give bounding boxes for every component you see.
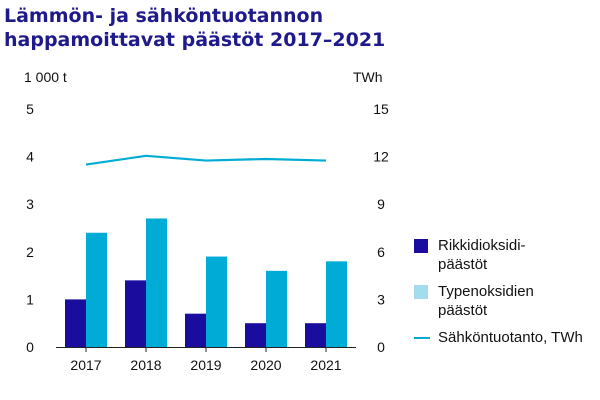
bar-nitrogen-oxides-2020 — [266, 270, 287, 347]
legend-label-sulfur-dioxide-1: Rikkidioksidi- — [438, 237, 526, 254]
right-axis-unit: TWh — [353, 69, 383, 85]
left-tick-label-4: 4 — [26, 149, 34, 165]
bar-nitrogen-oxides-2017 — [86, 232, 107, 347]
line-electricity-production — [85, 154, 327, 166]
legend-swatch-sulfur-dioxide — [414, 239, 428, 253]
chart-title-line-2: happamoittavat päästöt 2017–2021 — [4, 29, 386, 51]
left-tick-label-0: 0 — [26, 339, 34, 355]
right-tick-label-3: 9 — [377, 196, 385, 212]
legend-item-sulfur-dioxide: Rikkidioksidi- päästöt — [414, 236, 600, 274]
legend-swatch-nitrogen-oxides — [414, 285, 428, 299]
chart-title-line-1: Lämmön- ja sähköntuotannon — [4, 5, 324, 27]
bar-nitrogen-oxides-2021 — [326, 261, 347, 347]
legend-item-electricity-production: Sähköntuotanto, TWh — [414, 328, 600, 347]
legend-label-electricity-production: Sähköntuotanto, TWh — [438, 329, 583, 346]
left-tick-label-1: 1 — [26, 291, 34, 307]
right-tick-label-2: 6 — [377, 244, 385, 260]
bar-sulfur-dioxide-2020 — [245, 323, 266, 347]
x-tick-label-2019: 2019 — [190, 357, 221, 373]
right-tick-label-4: 12 — [373, 149, 389, 165]
right-tick-label-0: 0 — [377, 339, 385, 355]
left-tick-label-5: 5 — [26, 101, 34, 117]
legend-label-nitrogen-oxides-2: päästöt — [438, 302, 488, 319]
right-tick-label-1: 3 — [377, 291, 385, 307]
legend-swatch-electricity-production — [414, 337, 430, 339]
bar-sulfur-dioxide-2017 — [65, 299, 86, 347]
left-tick-label-2: 2 — [26, 244, 34, 260]
left-tick-label-3: 3 — [26, 196, 34, 212]
legend-item-nitrogen-oxides: Typenoksidien päästöt — [414, 282, 600, 320]
bar-sulfur-dioxide-2021 — [305, 323, 326, 347]
bar-nitrogen-oxides-2019 — [206, 256, 227, 347]
bar-sulfur-dioxide-2019 — [185, 313, 206, 347]
x-tick-label-2020: 2020 — [250, 357, 281, 373]
chart-legend: Rikkidioksidi- päästöt Typenoksidien pää… — [414, 236, 600, 355]
left-axis-unit: 1 000 t — [24, 69, 67, 85]
x-tick-label-2017: 2017 — [70, 357, 101, 373]
x-tick-label-2018: 2018 — [130, 357, 161, 373]
bar-sulfur-dioxide-2018 — [125, 280, 146, 347]
legend-label-nitrogen-oxides-1: Typenoksidien — [438, 283, 534, 300]
chart-title: Lämmön- ja sähköntuotannon happamoittava… — [4, 4, 385, 52]
right-tick-label-5: 15 — [373, 101, 389, 117]
legend-label-sulfur-dioxide-2: päästöt — [438, 256, 488, 273]
x-tick-label-2021: 2021 — [310, 357, 341, 373]
bar-nitrogen-oxides-2018 — [146, 218, 167, 347]
